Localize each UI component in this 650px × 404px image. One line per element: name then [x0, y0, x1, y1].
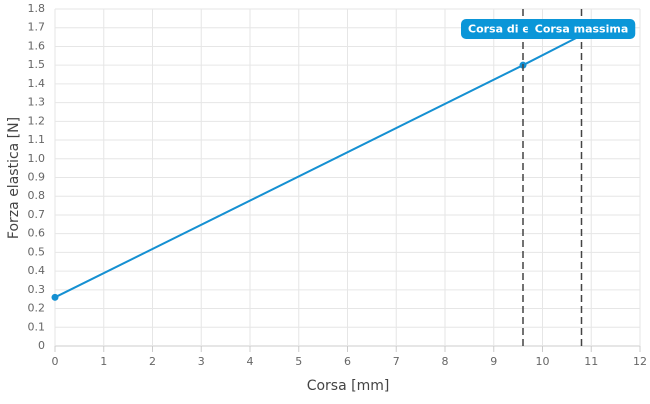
x-tick-label: 9: [490, 355, 497, 368]
y-axis-title: Forza elastica [N]: [6, 117, 22, 239]
y-tick-label: 0.2: [28, 302, 46, 315]
x-tick-label: 4: [247, 355, 254, 368]
x-tick-label: 5: [295, 355, 302, 368]
y-tick-label: 1.6: [28, 39, 46, 52]
y-tick-label: 0.5: [28, 245, 46, 258]
y-tick-label: 0.1: [28, 320, 46, 333]
y-tick-label: 1.1: [28, 133, 46, 146]
x-tick-label: 8: [442, 355, 449, 368]
annotation-box: [527, 19, 636, 39]
x-tick-label: 10: [536, 355, 550, 368]
x-tick-label: 6: [344, 355, 351, 368]
annotation: Corsa massima: [527, 19, 636, 39]
y-tick-label: 0: [38, 339, 45, 352]
y-tick-label: 1.7: [28, 21, 46, 34]
x-tick-label: 7: [393, 355, 400, 368]
x-tick-label: 1: [100, 355, 107, 368]
y-tick-label: 0.4: [28, 264, 46, 277]
y-tick-label: 1.2: [28, 114, 46, 127]
line: [54, 34, 582, 299]
x-tick-label: 11: [584, 355, 598, 368]
y-tick-label: 1.4: [28, 77, 46, 90]
y-tick-label: 1.5: [28, 58, 46, 71]
y-tick-label: 1.8: [28, 2, 46, 15]
y-tick-label: 0.9: [28, 171, 46, 184]
x-tick-label: 2: [149, 355, 156, 368]
annotation-label: Corsa massima: [535, 23, 629, 36]
x-tick-label: 0: [52, 355, 59, 368]
annotation-label: Corsa di esp: [468, 23, 544, 36]
y-tick-label: 0.6: [28, 227, 46, 240]
x-tick-label: 12: [633, 355, 647, 368]
y-tick-label: 0.8: [28, 189, 46, 202]
y-tick-label: 1.3: [28, 96, 46, 109]
y-tick-label: 0.7: [28, 208, 46, 221]
y-tick-label: 1.0: [28, 152, 46, 165]
point: [51, 293, 59, 301]
x-axis-title: Corsa [mm]: [307, 378, 390, 394]
x-tick-label: 3: [198, 355, 205, 368]
y-tick-label: 0.3: [28, 283, 46, 296]
